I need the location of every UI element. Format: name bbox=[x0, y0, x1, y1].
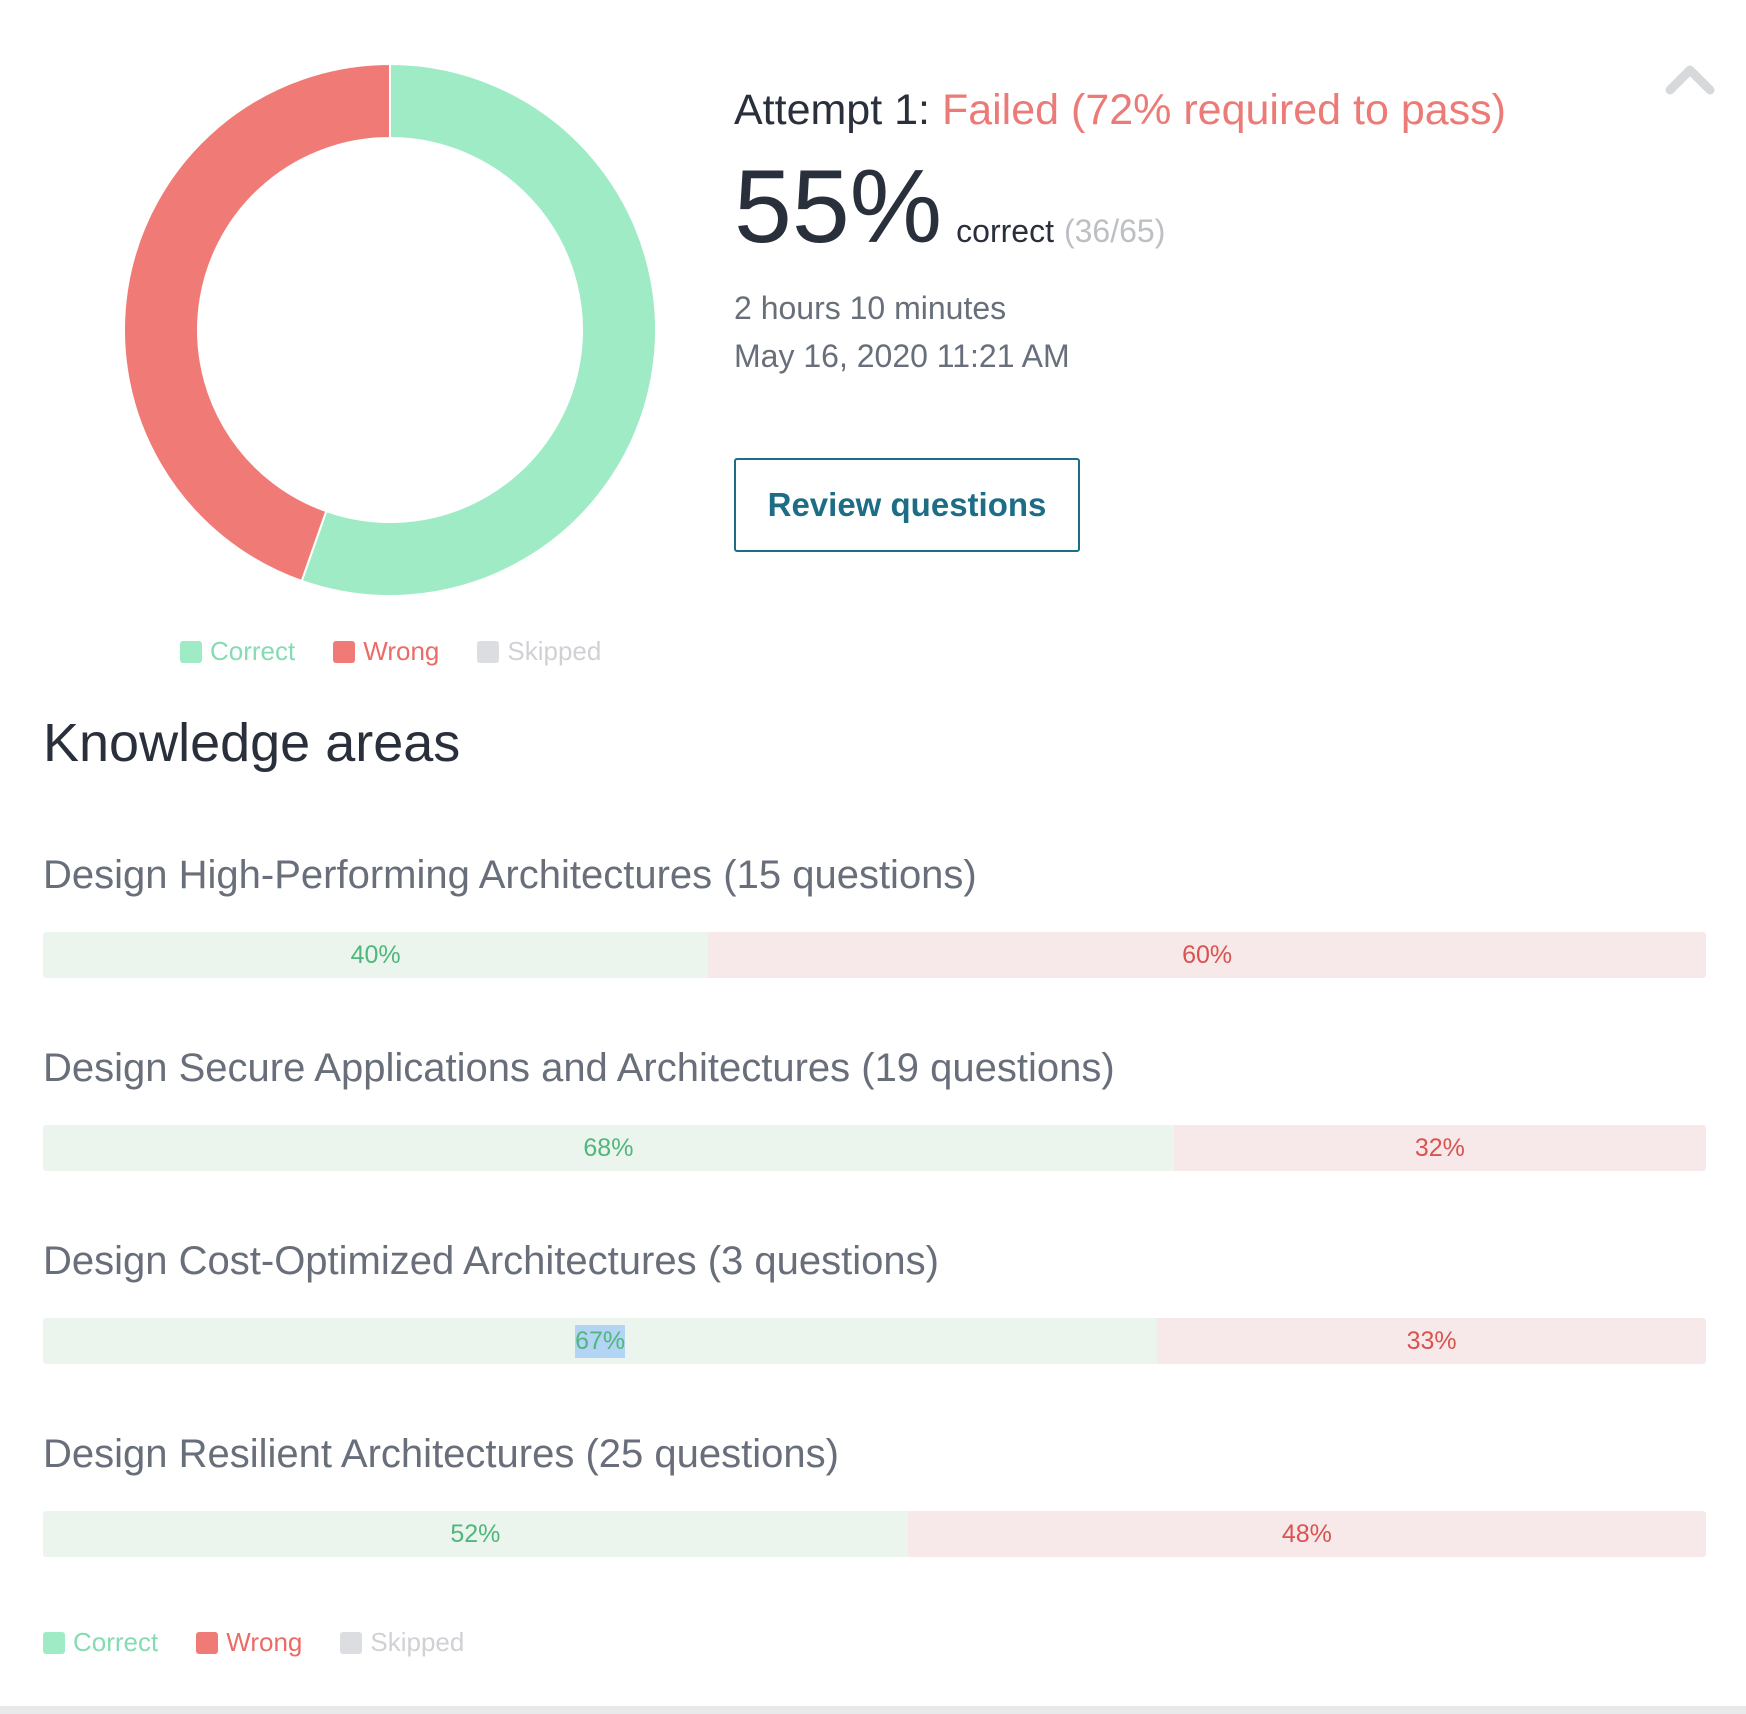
knowledge-areas-list: Design High-Performing Architectures (15… bbox=[43, 848, 1706, 1620]
legend-label-correct: Correct bbox=[73, 1627, 159, 1657]
result-donut-chart bbox=[120, 60, 660, 600]
bar-segment-correct[interactable]: 68% bbox=[43, 1125, 1174, 1171]
legend-label-wrong: Wrong bbox=[226, 1627, 303, 1657]
attempt-date: May 16, 2020 11:21 AM bbox=[734, 338, 1070, 374]
legend-label-skipped: Skipped bbox=[507, 636, 602, 666]
knowledge-areas-legend: Correct Wrong Skipped bbox=[43, 1627, 464, 1658]
knowledge-area-name: Design High-Performing Architectures (15… bbox=[43, 853, 977, 897]
donut-slice-wrong[interactable] bbox=[123, 62, 391, 583]
legend-correct[interactable]: Correct bbox=[43, 1627, 158, 1658]
bar-segment-correct[interactable]: 52% bbox=[43, 1511, 908, 1557]
knowledge-area-name: Design Cost-Optimized Architectures (3 q… bbox=[43, 1239, 939, 1283]
bar-label-wrong: 32% bbox=[1414, 1133, 1465, 1162]
donut-legend: Correct Wrong Skipped bbox=[180, 636, 601, 667]
bar-segment-wrong[interactable]: 32% bbox=[1173, 1125, 1706, 1171]
legend-swatch-skipped bbox=[477, 640, 500, 663]
legend-correct[interactable]: Correct bbox=[180, 636, 295, 667]
legend-wrong[interactable]: Wrong bbox=[333, 636, 439, 667]
attempt-duration: 2 hours 10 minutes bbox=[734, 290, 1007, 326]
donut-slice-correct[interactable] bbox=[300, 62, 657, 597]
score-percentage: 55% bbox=[734, 149, 943, 265]
bar-segment-correct[interactable]: 40% bbox=[43, 932, 709, 978]
knowledge-area-name: Design Resilient Architectures (25 quest… bbox=[43, 1432, 839, 1476]
chevron-up-icon[interactable] bbox=[1664, 58, 1716, 98]
knowledge-areas-title: Knowledge areas bbox=[43, 713, 461, 773]
attempt-summary: Attempt 1: Failed (72% required to pass)… bbox=[734, 78, 1506, 552]
legend-wrong[interactable]: Wrong bbox=[196, 1627, 302, 1658]
score-fraction: (36/65) bbox=[1063, 213, 1166, 249]
legend-skipped[interactable]: Skipped bbox=[477, 636, 601, 667]
review-questions-button[interactable]: Review questions bbox=[734, 458, 1080, 552]
bar-segment-wrong[interactable]: 33% bbox=[1157, 1318, 1706, 1364]
bar-label-wrong: 33% bbox=[1406, 1326, 1457, 1355]
bar-label-correct: 67% bbox=[575, 1324, 626, 1358]
attempt-label: Attempt 1: bbox=[734, 86, 930, 134]
legend-swatch-wrong bbox=[333, 640, 356, 663]
attempt-heading: Attempt 1: Failed (72% required to pass) bbox=[734, 78, 1506, 142]
bar-label-correct: 52% bbox=[450, 1519, 501, 1548]
legend-swatch-correct bbox=[43, 1631, 65, 1654]
knowledge-area-bar: 68% 32% bbox=[43, 1125, 1706, 1171]
score-line: 55% correct (36/65) bbox=[734, 152, 1506, 262]
score-word: correct bbox=[956, 213, 1054, 249]
knowledge-area-item: Design Secure Applications and Architect… bbox=[43, 1041, 1706, 1234]
legend-label-correct: Correct bbox=[210, 636, 296, 666]
legend-swatch-wrong bbox=[196, 1631, 219, 1654]
bar-segment-wrong[interactable]: 60% bbox=[708, 932, 1706, 978]
legend-label-wrong: Wrong bbox=[363, 636, 440, 666]
legend-swatch-skipped bbox=[340, 1631, 363, 1654]
bottom-divider bbox=[0, 1706, 1746, 1714]
knowledge-area-bar: 67% 33% bbox=[43, 1318, 1706, 1364]
bar-segment-correct[interactable]: 67% bbox=[43, 1318, 1158, 1364]
knowledge-area-item: Design Resilient Architectures (25 quest… bbox=[43, 1427, 1706, 1620]
knowledge-area-item: Design High-Performing Architectures (15… bbox=[43, 848, 1706, 1041]
legend-swatch-correct bbox=[180, 640, 202, 663]
knowledge-area-item: Design Cost-Optimized Architectures (3 q… bbox=[43, 1234, 1706, 1427]
attempt-status: Failed (72% required to pass) bbox=[941, 86, 1506, 134]
knowledge-area-bar: 40% 60% bbox=[43, 932, 1706, 978]
bar-label-wrong: 60% bbox=[1182, 940, 1233, 969]
bar-segment-wrong[interactable]: 48% bbox=[907, 1511, 1706, 1557]
donut-svg bbox=[123, 62, 657, 597]
bar-label-correct: 40% bbox=[350, 940, 401, 969]
legend-skipped[interactable]: Skipped bbox=[340, 1627, 464, 1658]
legend-label-skipped: Skipped bbox=[370, 1627, 465, 1657]
bar-label-correct: 68% bbox=[583, 1133, 634, 1162]
knowledge-area-bar: 52% 48% bbox=[43, 1511, 1706, 1557]
bar-label-wrong: 48% bbox=[1281, 1519, 1332, 1548]
knowledge-area-name: Design Secure Applications and Architect… bbox=[43, 1046, 1115, 1090]
